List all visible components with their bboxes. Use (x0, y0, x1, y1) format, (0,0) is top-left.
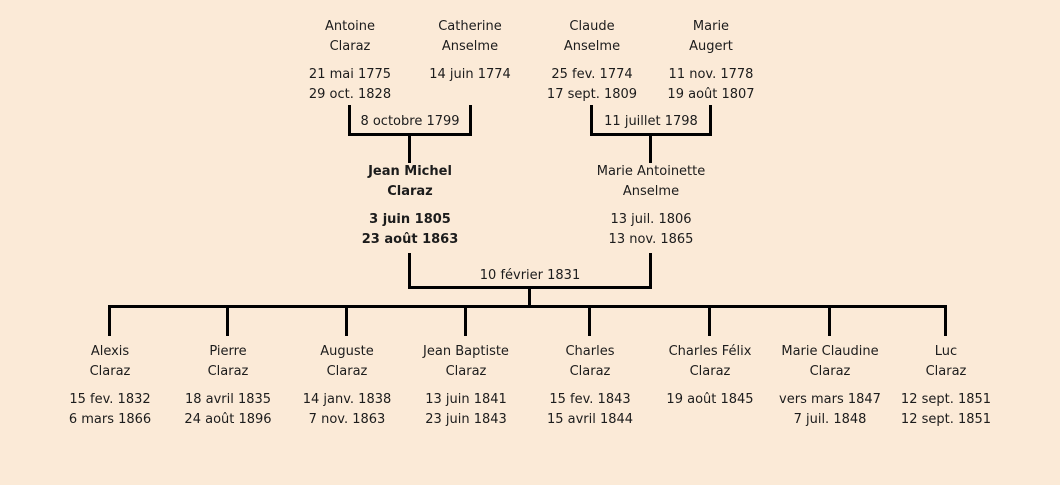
connector-line (464, 305, 467, 336)
person-last-name: Claraz (809, 364, 851, 379)
person-birth-date: 13 juil. 1806 (610, 212, 692, 227)
person-first-name: Auguste (320, 344, 374, 359)
person-antoine-claraz: Antoine Claraz 21 mai 1775 29 oct. 1828 (275, 17, 425, 105)
person-jean-baptiste-claraz: Jean Baptiste Claraz 13 juin 1841 23 jui… (391, 342, 541, 430)
person-catherine-anselme: Catherine Anselme 14 juin 1774 (395, 17, 545, 105)
person-birth-date: 25 fev. 1774 (551, 67, 633, 82)
person-last-name: Augert (689, 39, 733, 54)
person-birth-date: 19 août 1845 (666, 392, 754, 407)
person-last-name: Claraz (329, 39, 371, 54)
person-last-name: Anselme (563, 39, 621, 54)
person-death-date: 6 mars 1866 (68, 412, 152, 427)
connector-line (588, 305, 591, 336)
person-last-name: Claraz (445, 364, 487, 379)
connector-line (469, 105, 472, 136)
person-luc-claraz: Luc Claraz 12 sept. 1851 12 sept. 1851 (871, 342, 1021, 430)
connector-line (408, 286, 652, 289)
connector-line (108, 305, 947, 308)
person-last-name: Claraz (689, 364, 731, 379)
person-first-name: Pierre (209, 344, 247, 359)
person-birth-date: 21 mai 1775 (308, 67, 392, 82)
connector-line (944, 305, 947, 336)
connector-line (348, 133, 472, 136)
person-death-date: 23 juin 1843 (425, 412, 507, 427)
person-first-name: Alexis (90, 344, 130, 359)
person-first-name: Luc (934, 344, 958, 359)
person-death-date: 7 nov. 1863 (308, 412, 386, 427)
person-death-date: 19 août 1807 (667, 87, 755, 102)
person-death-date: 17 sept. 1809 (546, 87, 638, 102)
person-marie-claudine-claraz: Marie Claudine Claraz vers mars 1847 7 j… (755, 342, 905, 430)
connector-line (408, 253, 411, 289)
person-death-date: 15 avril 1844 (546, 412, 634, 427)
person-last-name: Claraz (326, 364, 368, 379)
person-last-name: Anselme (441, 39, 499, 54)
person-birth-date: 18 avril 1835 (184, 392, 272, 407)
person-last-name: Claraz (569, 364, 611, 379)
person-birth-date: 11 nov. 1778 (668, 67, 754, 82)
person-first-name: Charles (565, 344, 615, 359)
connector-line (226, 305, 229, 336)
person-alexis-claraz: Alexis Claraz 15 fev. 1832 6 mars 1866 (35, 342, 185, 430)
person-claude-anselme: Claude Anselme 25 fev. 1774 17 sept. 180… (517, 17, 667, 105)
connector-line (590, 105, 593, 136)
person-first-name: Charles Félix (668, 344, 752, 359)
person-birth-date: 3 juin 1805 (369, 212, 451, 227)
person-birth-date: 13 juin 1841 (425, 392, 507, 407)
person-birth-date: vers mars 1847 (779, 392, 881, 407)
connector-line (348, 105, 351, 136)
person-birth-date: 15 fev. 1832 (69, 392, 151, 407)
person-charles-claraz: Charles Claraz 15 fev. 1843 15 avril 184… (515, 342, 665, 430)
person-last-name: Claraz (925, 364, 967, 379)
person-first-name: Jean Baptiste (423, 344, 509, 359)
person-jean-michel-claraz: Jean Michel Claraz 3 juin 1805 23 août 1… (335, 162, 485, 250)
person-marie-antoinette-anselme: Marie Antoinette Anselme 13 juil. 1806 1… (576, 162, 726, 250)
person-last-name: Claraz (207, 364, 249, 379)
person-first-name: Jean Michel (368, 164, 452, 179)
person-death-date: 7 juil. 1848 (793, 412, 867, 427)
connector-line (649, 253, 652, 289)
person-birth-date: 14 janv. 1838 (302, 392, 392, 407)
person-birth-date: 15 fev. 1843 (549, 392, 631, 407)
person-first-name: Catherine (438, 19, 502, 34)
connector-line (108, 305, 111, 336)
person-first-name: Claude (569, 19, 615, 34)
person-first-name: Marie Claudine (781, 344, 879, 359)
person-birth-date: 14 juin 1774 (429, 67, 511, 82)
marriage-date-label: 11 juillet 1798 (604, 114, 698, 129)
connector-line (345, 305, 348, 336)
person-pierre-claraz: Pierre Claraz 18 avril 1835 24 août 1896 (153, 342, 303, 430)
person-death-date: 23 août 1863 (361, 232, 459, 247)
connector-line (649, 136, 652, 163)
person-charles-felix-claraz: Charles Félix Claraz 19 août 1845 (635, 342, 785, 430)
person-first-name: Antoine (324, 19, 376, 34)
marriage-date-label: 10 février 1831 (479, 268, 581, 283)
person-last-name: Claraz (89, 364, 131, 379)
person-death-date: 13 nov. 1865 (608, 232, 694, 247)
person-first-name: Marie Antoinette (596, 164, 706, 179)
connector-line (828, 305, 831, 336)
person-auguste-claraz: Auguste Claraz 14 janv. 1838 7 nov. 1863 (272, 342, 422, 430)
person-death-date: 24 août 1896 (184, 412, 272, 427)
connector-line (709, 105, 712, 136)
connector-line (408, 136, 411, 163)
person-last-name: Anselme (622, 184, 680, 199)
person-birth-date: 12 sept. 1851 (900, 392, 992, 407)
person-death-date: 29 oct. 1828 (308, 87, 392, 102)
marriage-date-label: 8 octobre 1799 (360, 114, 460, 129)
person-death-date: 12 sept. 1851 (900, 412, 992, 427)
person-first-name: Marie (692, 19, 730, 34)
person-last-name: Claraz (387, 184, 433, 199)
connector-line (590, 133, 712, 136)
connector-line (528, 289, 531, 308)
person-marie-augert: Marie Augert 11 nov. 1778 19 août 1807 (636, 17, 786, 105)
connector-line (708, 305, 711, 336)
